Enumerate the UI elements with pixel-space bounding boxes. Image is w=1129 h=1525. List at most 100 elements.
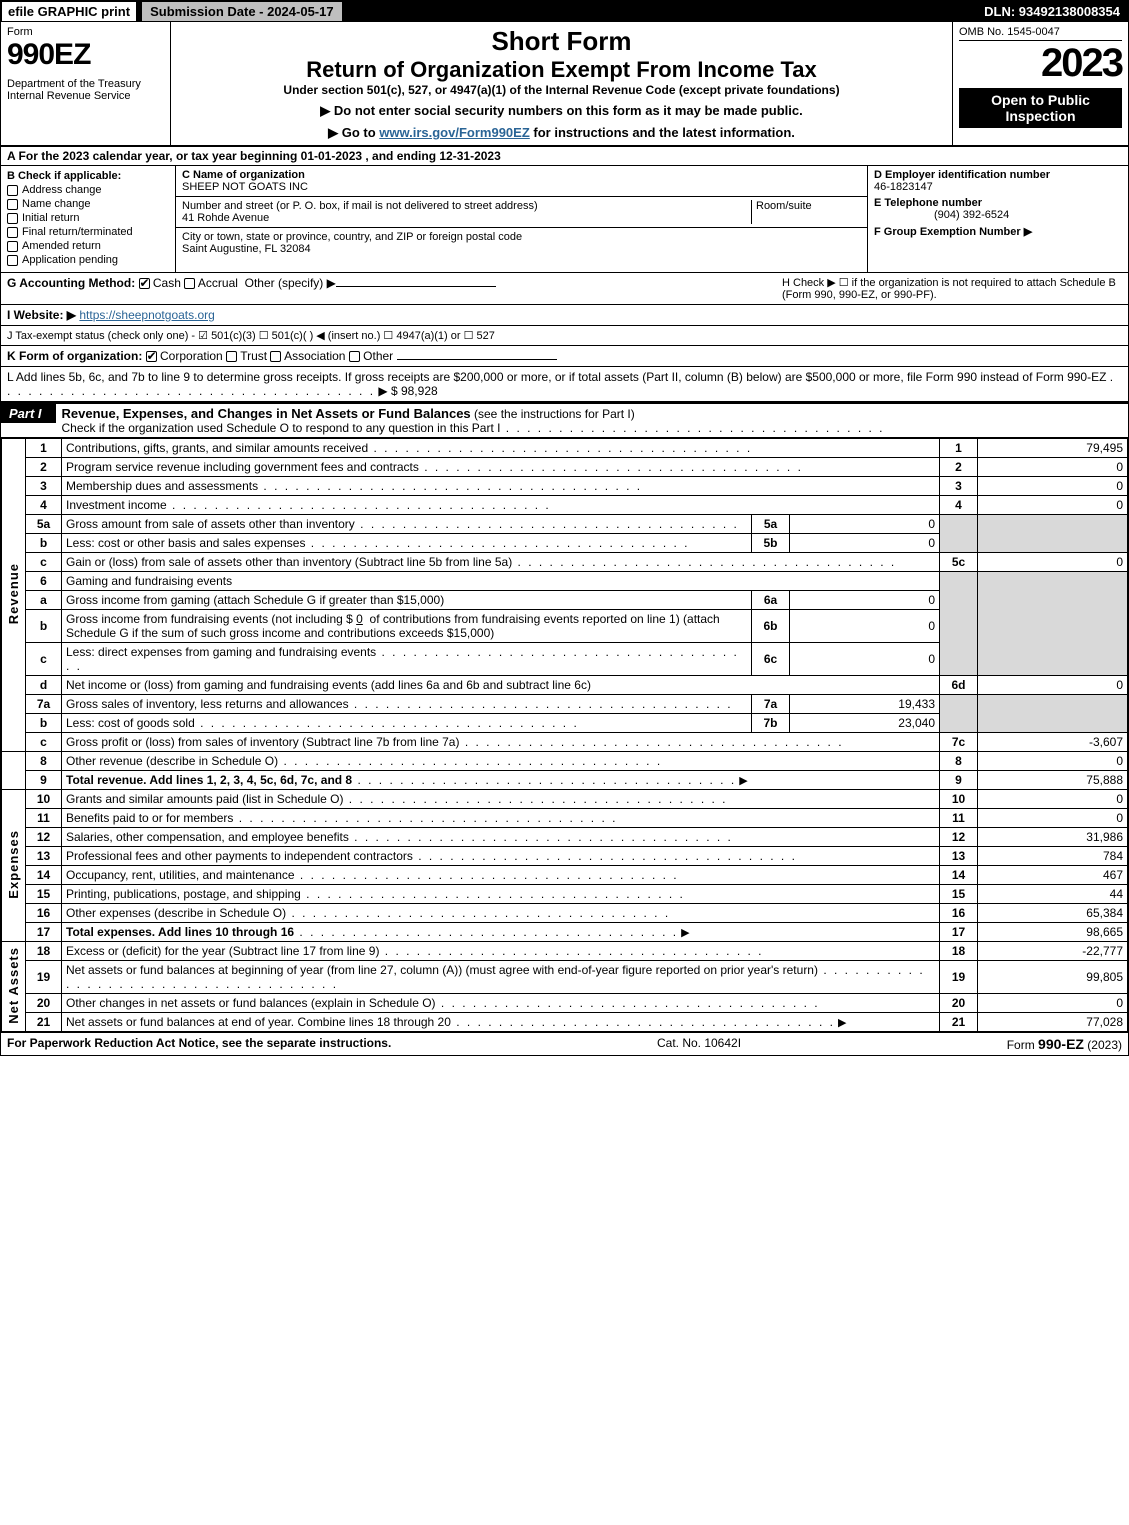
irs-link[interactable]: www.irs.gov/Form990EZ bbox=[379, 125, 530, 140]
form-number: 990EZ bbox=[7, 38, 164, 72]
line-19-val: 99,805 bbox=[978, 961, 1128, 994]
line-10-rn: 10 bbox=[940, 790, 978, 809]
line-5ab-shade-val bbox=[978, 515, 1128, 553]
line-20-desc: Other changes in net assets or fund bala… bbox=[62, 994, 940, 1013]
part-i-title: Revenue, Expenses, and Changes in Net As… bbox=[62, 406, 471, 421]
line-9-val: 75,888 bbox=[978, 771, 1128, 790]
line-4-rn: 4 bbox=[940, 496, 978, 515]
dept-treasury: Department of the Treasury Internal Reve… bbox=[7, 78, 164, 102]
line-16-val: 65,384 bbox=[978, 904, 1128, 923]
line-7ab-shade-val bbox=[978, 695, 1128, 733]
line-18-num: 18 bbox=[26, 942, 62, 961]
part-i-label: Part I bbox=[1, 404, 56, 423]
org-info-block: B Check if applicable: Address change Na… bbox=[1, 166, 1128, 273]
line-5c-val: 0 bbox=[978, 553, 1128, 572]
line-7c-desc: Gross profit or (loss) from sales of inv… bbox=[62, 733, 940, 752]
c-name-label: C Name of organization bbox=[182, 169, 305, 181]
footer-center: Cat. No. 10642I bbox=[657, 1036, 741, 1052]
checkbox-accrual[interactable] bbox=[184, 278, 195, 289]
line-10-val: 0 bbox=[978, 790, 1128, 809]
line-15-val: 44 bbox=[978, 885, 1128, 904]
line-11-num: 11 bbox=[26, 809, 62, 828]
line-19-desc: Net assets or fund balances at beginning… bbox=[62, 961, 940, 994]
checkbox-name-change[interactable] bbox=[7, 199, 18, 210]
line-12-desc: Salaries, other compensation, and employ… bbox=[62, 828, 940, 847]
line-8-desc: Other revenue (describe in Schedule O) bbox=[62, 752, 940, 771]
footer-left: For Paperwork Reduction Act Notice, see … bbox=[7, 1036, 391, 1052]
line-2-desc: Program service revenue including govern… bbox=[62, 458, 940, 477]
org-name: SHEEP NOT GOATS INC bbox=[182, 181, 308, 193]
line-15-rn: 15 bbox=[940, 885, 978, 904]
part-i-check-line: Check if the organization used Schedule … bbox=[62, 421, 501, 435]
line-21-val: 77,028 bbox=[978, 1013, 1128, 1032]
line-21-desc: Net assets or fund balances at end of ye… bbox=[62, 1013, 940, 1032]
l-amount: $ 98,928 bbox=[391, 384, 438, 398]
checkbox-corporation[interactable] bbox=[146, 351, 157, 362]
line-6b-amt: 0 bbox=[356, 612, 363, 626]
line-6a-in: 6a bbox=[752, 591, 790, 610]
line-6d-desc: Net income or (loss) from gaming and fun… bbox=[62, 676, 940, 695]
line-9-desc: Total revenue. Add lines 1, 2, 3, 4, 5c,… bbox=[62, 771, 940, 790]
part-i-paren: (see the instructions for Part I) bbox=[474, 407, 635, 421]
checkbox-application-pending[interactable] bbox=[7, 255, 18, 266]
revenue-side-cont bbox=[2, 752, 26, 790]
phone-label: E Telephone number bbox=[874, 197, 982, 209]
submission-date: Submission Date - 2024-05-17 bbox=[141, 1, 343, 22]
line-20-rn: 20 bbox=[940, 994, 978, 1013]
phone-value: (904) 392-6524 bbox=[874, 209, 1009, 221]
checkbox-trust[interactable] bbox=[226, 351, 237, 362]
line-6c-in: 6c bbox=[752, 643, 790, 676]
checkbox-cash[interactable] bbox=[139, 278, 150, 289]
line-6-desc: Gaming and fundraising events bbox=[62, 572, 940, 591]
ein-label: D Employer identification number bbox=[874, 169, 1050, 181]
line-18-desc: Excess or (deficit) for the year (Subtra… bbox=[62, 942, 940, 961]
line-5a-num: 5a bbox=[26, 515, 62, 534]
tax-year: 2023 bbox=[959, 41, 1122, 86]
efile-label: efile GRAPHIC print bbox=[1, 1, 137, 22]
sec-b-label: B Check if applicable: bbox=[7, 170, 121, 182]
page-footer: For Paperwork Reduction Act Notice, see … bbox=[1, 1032, 1128, 1055]
line-1-desc: Contributions, gifts, grants, and simila… bbox=[62, 439, 940, 458]
line-16-desc: Other expenses (describe in Schedule O) bbox=[62, 904, 940, 923]
under-section: Under section 501(c), 527, or 4947(a)(1)… bbox=[181, 83, 942, 97]
line-6b-iv: 0 bbox=[790, 610, 940, 643]
line-9-rn: 9 bbox=[940, 771, 978, 790]
section-b-checkboxes: B Check if applicable: Address change Na… bbox=[1, 166, 176, 272]
revenue-side-label: Revenue bbox=[2, 439, 26, 752]
line-15-num: 15 bbox=[26, 885, 62, 904]
section-def: D Employer identification number 46-1823… bbox=[868, 166, 1128, 272]
room-label: Room/suite bbox=[756, 200, 812, 212]
line-21-rn: 21 bbox=[940, 1013, 978, 1032]
header-right-col: OMB No. 1545-0047 2023 Open to Public In… bbox=[953, 22, 1128, 145]
line-4-val: 0 bbox=[978, 496, 1128, 515]
line-9-num: 9 bbox=[26, 771, 62, 790]
k-assoc: Association bbox=[284, 349, 345, 363]
cb-addr-label: Address change bbox=[22, 184, 102, 196]
city-label: City or town, state or province, country… bbox=[182, 231, 522, 243]
line-18-val: -22,777 bbox=[978, 942, 1128, 961]
return-title: Return of Organization Exempt From Incom… bbox=[181, 57, 942, 83]
g-other: Other (specify) ▶ bbox=[245, 276, 336, 290]
line-5b-num: b bbox=[26, 534, 62, 553]
line-12-val: 31,986 bbox=[978, 828, 1128, 847]
checkbox-final-return[interactable] bbox=[7, 227, 18, 238]
checkbox-association[interactable] bbox=[270, 351, 281, 362]
line-11-desc: Benefits paid to or for members bbox=[62, 809, 940, 828]
checkbox-address-change[interactable] bbox=[7, 185, 18, 196]
advisory-1: ▶ Do not enter social security numbers o… bbox=[181, 103, 942, 119]
public-inspection-badge: Open to Public Inspection bbox=[959, 88, 1122, 128]
line-6b-in: 6b bbox=[752, 610, 790, 643]
line-12-num: 12 bbox=[26, 828, 62, 847]
line-5a-iv: 0 bbox=[790, 515, 940, 534]
line-5a-desc: Gross amount from sale of assets other t… bbox=[62, 515, 752, 534]
line-14-num: 14 bbox=[26, 866, 62, 885]
adv2-suffix: for instructions and the latest informat… bbox=[533, 125, 794, 140]
checkbox-other-org[interactable] bbox=[349, 351, 360, 362]
checkbox-amended-return[interactable] bbox=[7, 241, 18, 252]
website-link[interactable]: https://sheepnotgoats.org bbox=[79, 308, 214, 322]
line-6c-num: c bbox=[26, 643, 62, 676]
adv2-prefix: ▶ Go to bbox=[328, 125, 379, 140]
checkbox-initial-return[interactable] bbox=[7, 213, 18, 224]
part-i-title-block: Revenue, Expenses, and Changes in Net As… bbox=[56, 404, 1128, 437]
line-21-num: 21 bbox=[26, 1013, 62, 1032]
